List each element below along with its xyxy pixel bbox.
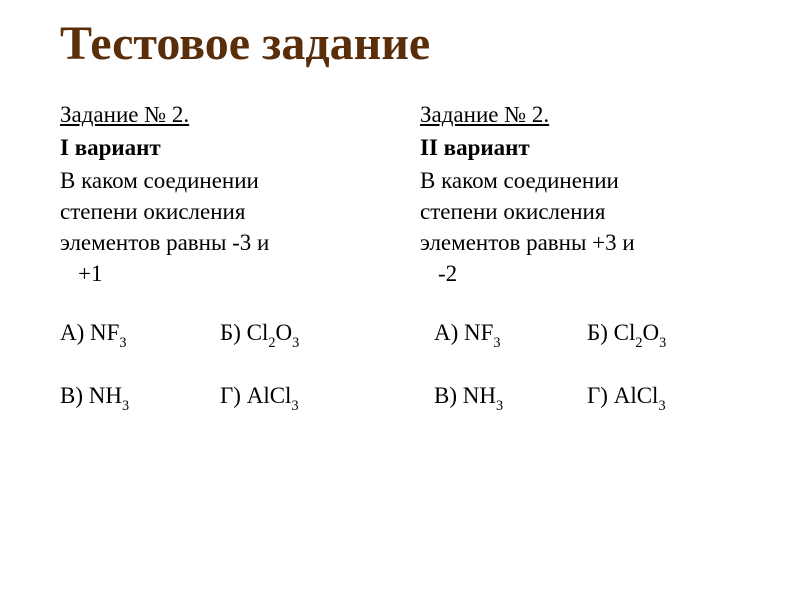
- option-b-sub2: 3: [292, 335, 299, 351]
- option-row-2: В) NH3 Г) AlCl3: [420, 380, 740, 415]
- prompt-line-3: элементов равны -3 и: [60, 227, 380, 258]
- option-b: Б) Cl2О3: [220, 317, 380, 352]
- option-d-sub: 3: [658, 398, 665, 414]
- option-b-sub1: 2: [635, 335, 642, 351]
- option-d-sub: 3: [291, 398, 298, 414]
- slide: Тестовое задание Задание № 2. I вариант …: [0, 0, 800, 600]
- option-a-text: А) NF: [60, 320, 119, 345]
- option-b-sub1: 2: [268, 335, 275, 351]
- option-c-sub: 3: [122, 398, 129, 414]
- option-b-text: Б) Cl: [587, 320, 635, 345]
- columns: Задание № 2. I вариант В каком соединени…: [60, 99, 740, 443]
- prompt-line-3: элементов равны +3 и: [420, 227, 740, 258]
- option-a: А) NF3: [60, 317, 220, 352]
- column-variant-2: Задание № 2. II вариант В каком соединен…: [420, 99, 740, 443]
- option-d: Г) AlCl3: [587, 380, 740, 415]
- option-row-1: А) NF3 Б) Cl2О3: [420, 317, 740, 352]
- option-row-1: А) NF3 Б) Cl2О3: [60, 317, 380, 352]
- option-d-text: Г) AlCl: [587, 383, 658, 408]
- prompt-line-1: В каком соединении: [420, 165, 740, 196]
- prompt-line-4: -2: [420, 258, 740, 289]
- task-number: Задание № 2.: [420, 99, 740, 130]
- column-variant-1: Задание № 2. I вариант В каком соединени…: [60, 99, 380, 443]
- option-a-text: А) NF: [434, 320, 493, 345]
- option-a-sub: 3: [119, 335, 126, 351]
- option-b-text: Б) Cl: [220, 320, 268, 345]
- prompt-line-1: В каком соединении: [60, 165, 380, 196]
- option-b: Б) Cl2О3: [587, 317, 740, 352]
- option-c-text: В) NH: [60, 383, 122, 408]
- option-c-sub: 3: [496, 398, 503, 414]
- option-d: Г) AlCl3: [220, 380, 380, 415]
- prompt-line-2: степени окисления: [420, 196, 740, 227]
- option-c-text: В) NH: [434, 383, 496, 408]
- option-b-mid: О: [642, 320, 659, 345]
- prompt-line-2: степени окисления: [60, 196, 380, 227]
- option-a: А) NF3: [420, 317, 587, 352]
- option-b-sub2: 3: [659, 335, 666, 351]
- slide-title: Тестовое задание: [60, 18, 740, 71]
- option-b-mid: О: [275, 320, 292, 345]
- prompt-line-4: +1: [60, 258, 380, 289]
- task-number: Задание № 2.: [60, 99, 380, 130]
- variant-label: II вариант: [420, 132, 740, 163]
- option-a-sub: 3: [493, 335, 500, 351]
- option-d-text: Г) AlCl: [220, 383, 291, 408]
- option-c: В) NH3: [420, 380, 587, 415]
- variant-label: I вариант: [60, 132, 380, 163]
- option-c: В) NH3: [60, 380, 220, 415]
- option-row-2: В) NH3 Г) AlCl3: [60, 380, 380, 415]
